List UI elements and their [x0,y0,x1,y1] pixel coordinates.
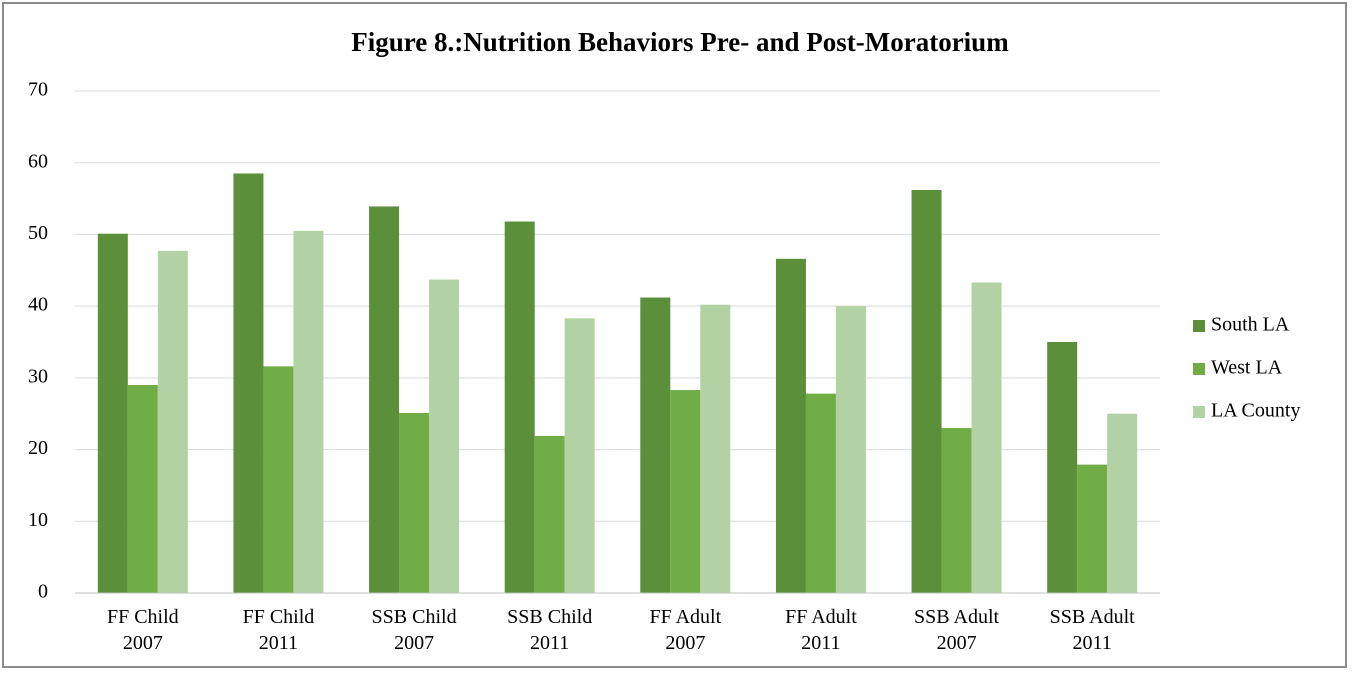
x-tick-label-line: FF Adult [649,606,721,628]
legend-swatch [1193,320,1205,332]
bar [1107,413,1138,593]
x-tick-label-line: 2007 [394,632,434,654]
legend-swatch [1193,363,1205,375]
bar [263,366,294,593]
x-tick-label-line: FF Child [107,606,179,628]
x-tick-label: FF Child 2007 [107,606,179,654]
legend-label: LA County [1211,400,1300,422]
y-tick-label: 40 [28,294,48,316]
x-tick-label-line: 2011 [530,632,569,654]
x-tick-label-line: FF Child [243,606,315,628]
x-tick-label-line: 2011 [801,632,840,654]
legend-label: West LA [1211,357,1283,379]
bar [835,306,866,593]
bar [805,393,836,593]
x-tick-label-line: 2011 [259,632,298,654]
y-tick-label: 50 [28,222,48,244]
bar [775,258,806,593]
x-tick-label: SSB Child 2011 [507,606,592,654]
bar [429,279,460,593]
x-tick-label: SSB Adult 2011 [1050,606,1135,654]
bar [564,318,595,593]
bar [941,428,972,593]
bar [670,390,701,593]
x-tick-label: FF Child 2011 [243,606,315,654]
x-tick-label: FF Adult 2011 [785,606,857,654]
bar [534,435,565,593]
x-tick-label-line: FF Adult [785,606,857,628]
x-tick-label-line: 2007 [665,632,705,654]
x-tick-label: FF Adult 2007 [649,606,721,654]
bar [700,304,731,593]
y-tick-label: 0 [38,581,48,603]
bar [399,412,430,593]
bar [157,250,188,593]
x-tick-label-line: SSB Child [372,606,457,628]
x-tick-label-line: 2007 [123,632,163,654]
bar [971,282,1002,593]
x-tick-label-line: SSB Child [507,606,592,628]
bar [293,230,324,594]
bar [97,233,128,593]
legend-label: South LA [1211,314,1290,336]
bar [1077,464,1108,593]
bar [640,297,671,593]
legend-swatch [1193,406,1205,418]
y-tick-label: 20 [28,437,48,459]
x-tick-label-line: SSB Adult [1050,606,1135,628]
bar [911,189,942,594]
y-tick-label: 60 [28,150,48,172]
x-tick-label: SSB Child 2007 [372,606,457,654]
x-tick-label-line: 2007 [937,632,977,654]
bar [233,173,264,593]
bar [369,206,400,593]
bar [1047,342,1078,593]
y-tick-label: 30 [28,365,48,387]
chart-title: Figure 8.:Nutrition Behaviors Pre- and P… [351,27,1009,57]
y-tick-label: 70 [28,79,48,101]
bar [504,221,535,593]
x-tick-label-line: SSB Adult [914,606,999,628]
y-tick-label: 10 [28,509,48,531]
x-tick-label-line: 2011 [1073,632,1112,654]
x-tick-label: SSB Adult 2007 [914,606,999,654]
bar [127,385,158,593]
